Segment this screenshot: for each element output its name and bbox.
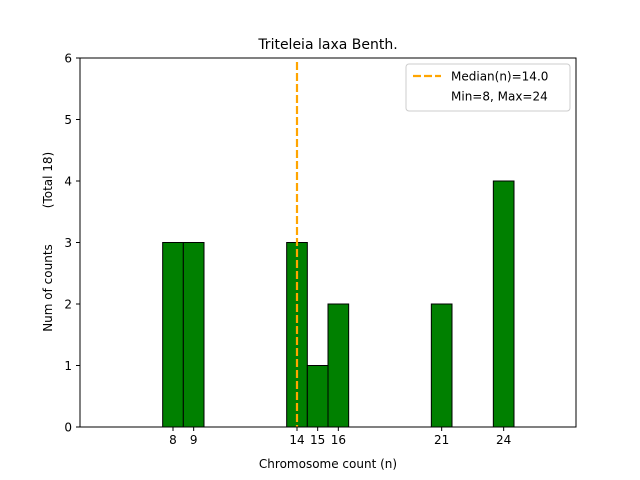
- x-tick-label: 16: [331, 433, 346, 447]
- bar-n-21: [430, 303, 453, 428]
- x-tick-label: 14: [289, 433, 304, 447]
- legend-box: [405, 63, 571, 112]
- x-tick-label: 21: [434, 433, 449, 447]
- legend-median-label: Median(n)=14.0: [451, 70, 548, 84]
- bar-n-16: [327, 303, 350, 428]
- y-tick-label: 6: [64, 52, 72, 66]
- y-tick-label: 2: [64, 298, 72, 312]
- y-axis-ticks: 0 1 2 3 4 5 6: [64, 52, 80, 435]
- bar-n-9: [182, 242, 205, 428]
- y-tick-label: 5: [64, 113, 72, 127]
- y-axis-label: Num of counts: [41, 244, 55, 332]
- bar-n-24: [492, 180, 515, 428]
- legend-range-label: Min=8, Max=24: [451, 90, 548, 104]
- x-axis-label: Chromosome count (n): [259, 457, 397, 471]
- y-tick-label: 4: [64, 175, 72, 189]
- x-tick-label: 9: [190, 433, 198, 447]
- bar-n-15: [306, 365, 329, 428]
- y-axis-total-note: (Total 18): [41, 152, 55, 208]
- x-tick-label: 24: [496, 433, 511, 447]
- bars: [100, 180, 556, 428]
- y-tick-label: 1: [64, 359, 72, 373]
- x-tick-label: 8: [169, 433, 177, 447]
- chart-title: Triteleia laxa Benth.: [257, 37, 397, 53]
- legend: Median(n)=14.0 Min=8, Max=24: [405, 63, 571, 112]
- x-tick-label: 15: [310, 433, 325, 447]
- x-axis-ticks: 8 9 14 15 16 21 24: [169, 427, 511, 447]
- bar-n-8: [162, 242, 184, 428]
- y-tick-label: 0: [64, 421, 72, 435]
- y-tick-label: 3: [64, 236, 72, 250]
